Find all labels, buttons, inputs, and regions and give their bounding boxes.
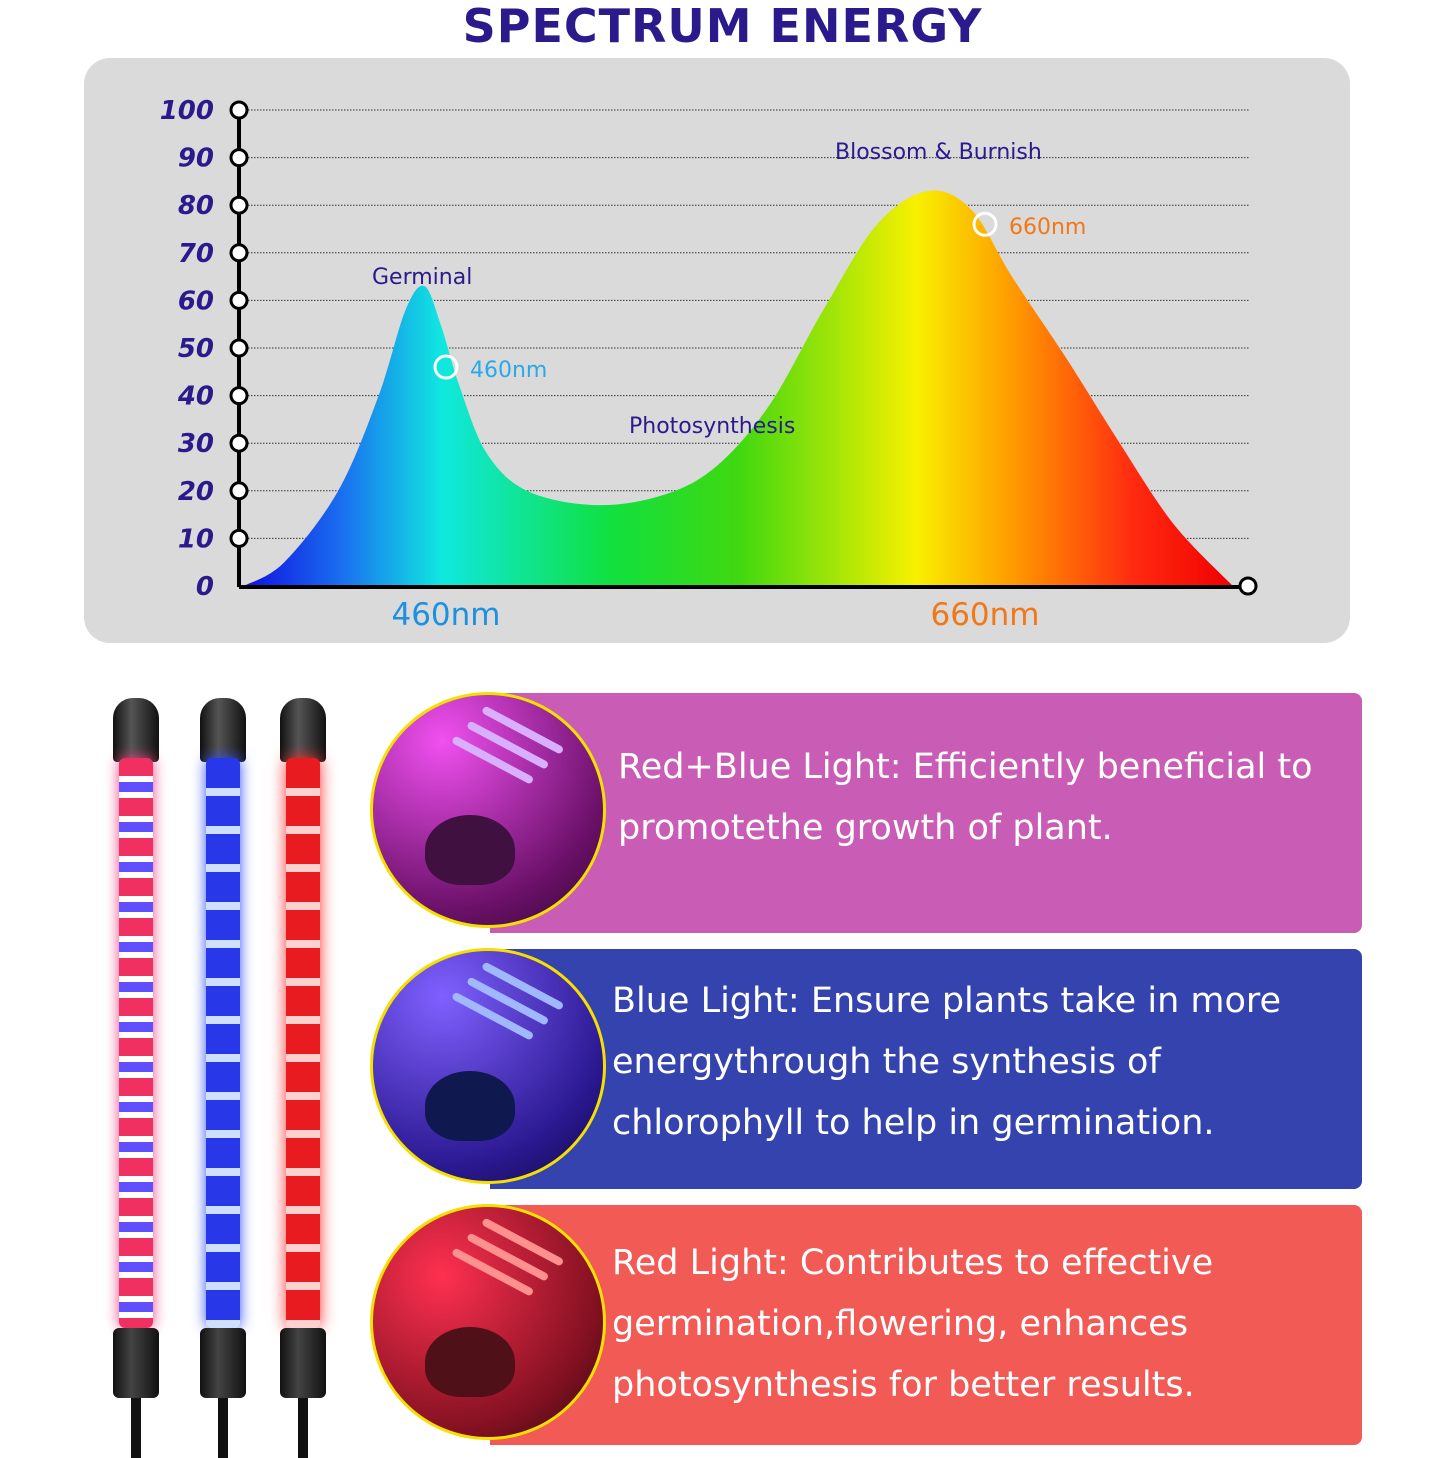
panel-red: Red Light: Contributes to effective germ…	[490, 1205, 1362, 1445]
y-tick-marker	[229, 148, 249, 168]
y-tick-marker	[229, 386, 249, 406]
y-tick-label: 50	[178, 334, 214, 364]
annotation-photosynthesis: Photosynthesis	[629, 414, 795, 439]
y-tick-marker	[229, 433, 249, 453]
spectrum-chart: 0 10 20 30 40 50 60 70 80 90 100 460nm 660nm 460nm 66…	[160, 96, 1258, 633]
panel-text: Red Light: Contributes to effective germ…	[612, 1243, 1214, 1405]
y-tick-marker	[229, 243, 249, 263]
red-blue-lamp	[113, 698, 159, 1458]
panel-text: Red+Blue Light: Efficiently beneficial t…	[618, 747, 1313, 848]
marker-label: 660nm	[1009, 215, 1086, 240]
panel-text: Blue Light: Ensure plants take in more e…	[612, 981, 1282, 1143]
marker-label: 460nm	[470, 358, 547, 383]
red-lamp	[280, 698, 326, 1458]
y-tick-marker	[229, 100, 249, 120]
annotation-germinal: Germinal	[372, 265, 472, 290]
y-tick-label: 0	[196, 572, 214, 602]
y-tick-marker	[229, 528, 249, 548]
annotation-blossom: Blossom & Burnish	[835, 140, 1042, 165]
blue-plant-image	[370, 948, 606, 1184]
panel-blue: Blue Light: Ensure plants take in more e…	[490, 949, 1362, 1189]
y-tick-label: 70	[178, 239, 214, 269]
y-tick-marker	[229, 481, 249, 501]
y-tick-label: 10	[178, 524, 214, 554]
x-tick-label: 460nm	[391, 597, 500, 633]
blue-lamp	[200, 698, 246, 1458]
chart-panel: 0 10 20 30 40 50 60 70 80 90 100 460nm 660nm 460nm 66…	[84, 58, 1350, 643]
y-tick-label: 40	[177, 382, 214, 412]
y-tick-label: 80	[178, 191, 214, 221]
marker-660nm	[972, 211, 998, 237]
panel-red-blue: Red+Blue Light: Efficiently beneficial t…	[490, 693, 1362, 933]
y-tick-label: 30	[178, 429, 214, 459]
y-tick-label: 20	[178, 477, 214, 507]
y-tick-marker	[229, 290, 249, 310]
page-title: SPECTRUM ENERGY	[462, 0, 983, 53]
y-tick-label: 100	[160, 96, 214, 126]
y-tick-marker	[229, 338, 249, 358]
x-axis-end-marker	[1238, 576, 1258, 596]
red-blue-plant-image	[370, 692, 606, 928]
red-plant-image	[370, 1204, 606, 1440]
y-tick-label: 90	[178, 144, 214, 174]
y-tick-label: 60	[178, 286, 214, 316]
marker-460nm	[433, 354, 459, 380]
y-tick-marker	[229, 195, 249, 215]
x-tick-label: 660nm	[930, 597, 1039, 633]
spectrum-area	[243, 190, 1233, 586]
